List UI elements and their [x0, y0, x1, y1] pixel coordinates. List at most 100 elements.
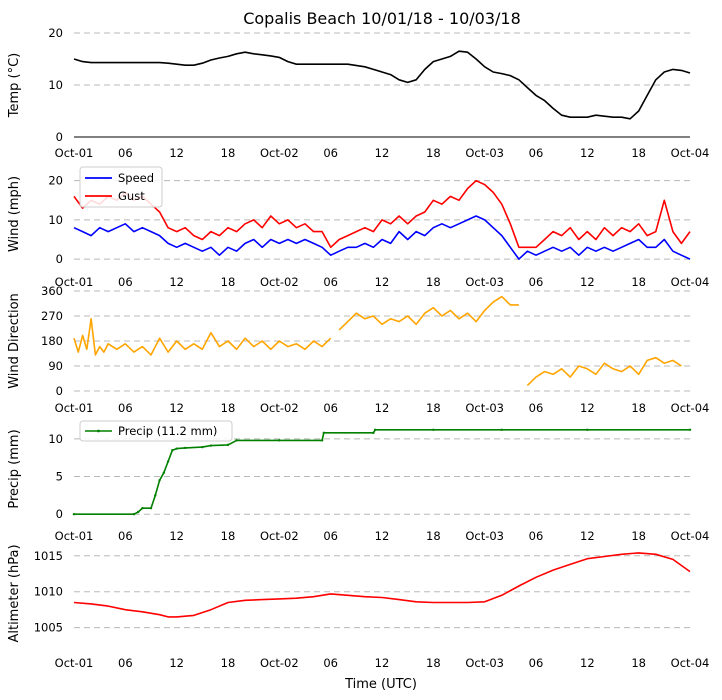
- wind-direction-xtick-label-1: 06: [118, 401, 133, 415]
- wind-ytick-label-0: 0: [56, 252, 63, 266]
- wind-direction-xtick-label-3: 18: [221, 401, 236, 415]
- precip-xtick-label-10: 12: [580, 529, 595, 543]
- altimeter-ytick-label-0: 1005: [34, 621, 63, 635]
- wind-direction-series-0-line-0: [73, 317, 332, 356]
- wind-direction-ytick-label-0: 0: [56, 384, 63, 398]
- temperature-xtick-label-11: 18: [631, 146, 646, 160]
- legend-marker-precip: [97, 429, 100, 433]
- precip-ytick-label-1: 5: [56, 470, 63, 484]
- wind-direction-xtick-label-4: Oct-02: [260, 401, 299, 415]
- wind-direction-xtick-label-5: 06: [323, 401, 338, 415]
- wind-ytick-label-1: 10: [48, 213, 63, 227]
- precip-point-19: [372, 431, 375, 435]
- temperature-ytick-label-0: 0: [56, 130, 63, 144]
- precip-point-2: [136, 510, 140, 514]
- precip-xtick-label-1: 06: [118, 529, 133, 543]
- wind-direction-xtick-label-11: 18: [631, 401, 646, 415]
- wind-xtick-label-6: 12: [375, 275, 390, 289]
- precip-xtick-label-4: Oct-02: [260, 529, 299, 543]
- temperature-xtick-label-3: 18: [221, 146, 236, 160]
- altimeter-xtick-label-1: 06: [118, 656, 133, 670]
- precip-xtick-label-5: 06: [323, 529, 338, 543]
- legend-gust-label: Gust: [118, 189, 145, 203]
- wind-direction-series-0-line-2: [526, 356, 682, 386]
- altimeter-xtick-label-0: Oct-01: [55, 656, 94, 670]
- temperature-xtick-label-9: 06: [529, 146, 544, 160]
- altimeter-xtick-label-12: Oct-04: [671, 656, 710, 670]
- wind-direction-xtick-label-8: Oct-03: [465, 401, 504, 415]
- altimeter-series-0-line: [73, 552, 691, 618]
- temperature-panel: 0 10 20 Oct-01 06 12 18 Oct-02 06 12 18 Oct-03 06 12 1…: [48, 26, 709, 160]
- precip-point-5: [154, 494, 157, 497]
- wind-direction-xtick-label-10: 12: [580, 401, 595, 415]
- wind-xtick-label-7: 18: [426, 275, 441, 289]
- wind-direction-ytick-label-4: 360: [41, 284, 63, 298]
- wind-xtick-label-8: Oct-03: [465, 275, 504, 289]
- precip-point-24: [688, 428, 692, 431]
- wind-xtick-label-2: 12: [169, 275, 184, 289]
- precip-point-13: [209, 444, 213, 447]
- wind-direction-panel: 0 90 180 270 360 Oct-01 06 12 18 Oct-02 06 12 18 Oct-…: [41, 284, 709, 415]
- temperature-xtick-label-7: 18: [426, 146, 441, 160]
- precip-point-14: [226, 443, 230, 447]
- precip-xtick-label-6: 12: [375, 529, 390, 543]
- wind-direction-axis-label: Wind Direction: [7, 293, 22, 389]
- precip-legend-box: [79, 420, 233, 442]
- wind-xtick-label-0: Oct-01: [55, 275, 94, 289]
- temperature-xtick-label-5: 06: [323, 146, 338, 160]
- precip-point-8: [166, 460, 170, 463]
- precip-point-9: [171, 448, 174, 452]
- x-axis-label: Time (UTC): [344, 677, 417, 692]
- plot-panels: 0 10 20 Oct-01 06 12 18 Oct-02 06 12 18 Oct-03 06 12 1…: [34, 26, 710, 670]
- wind-direction-ytick-label-1: 90: [48, 359, 63, 373]
- precip-panel: 0 5 10 Oct-01 06 12 18 Oct-02 06 12 18 Oct-03 06 12 18…: [48, 420, 710, 543]
- precip-point-4: [149, 507, 153, 510]
- precip-xtick-label-12: Oct-04: [671, 529, 710, 543]
- legend-precip-label: Precip (11.2 mm): [118, 424, 217, 438]
- wind-xtick-label-10: 12: [580, 275, 595, 289]
- altimeter-xtick-label-7: 18: [426, 656, 441, 670]
- wind-xtick-label-1: 06: [118, 275, 133, 289]
- temperature-xtick-label-4: Oct-02: [260, 146, 299, 160]
- altimeter-xtick-label-5: 06: [323, 656, 338, 670]
- temperature-ytick-label-1: 10: [48, 78, 63, 92]
- altimeter-xtick-label-3: 18: [221, 656, 236, 670]
- wind-direction-ytick-label-3: 270: [41, 309, 63, 323]
- temperature-ytick-label-2: 20: [48, 26, 63, 40]
- precip-point-3: [141, 507, 144, 510]
- altimeter-panel: 1005 1010 1015 Oct-01 06 12 18 Oct-02 06 12 18 Oct-…: [34, 549, 710, 670]
- precip-xtick-label-11: 18: [631, 529, 646, 543]
- altimeter-xtick-label-2: 12: [169, 656, 184, 670]
- wind-axis-label: Wind (mph): [7, 176, 22, 252]
- altimeter-xtick-label-11: 18: [631, 656, 646, 670]
- precip-ytick-label-0: 0: [56, 507, 63, 521]
- altimeter-xtick-label-9: 06: [529, 656, 544, 670]
- legend-speed-label: Speed: [118, 171, 154, 185]
- wind-direction-xtick-label-2: 12: [169, 401, 184, 415]
- wind-direction-xtick-label-9: 06: [529, 401, 544, 415]
- precip-point-22: [500, 428, 503, 431]
- temperature-xtick-label-12: Oct-04: [671, 146, 710, 160]
- wind-direction-ytick-label-2: 180: [41, 334, 63, 348]
- figure-title: Copalis Beach 10/01/18 - 10/03/18: [243, 9, 521, 28]
- precip-point-7: [162, 471, 166, 474]
- precip-point-1: [132, 513, 136, 516]
- wind-xtick-label-3: 18: [221, 275, 236, 289]
- altimeter-xtick-label-10: 12: [580, 656, 595, 670]
- wind-direction-xtick-label-0: Oct-01: [55, 401, 94, 415]
- temperature-xtick-label-6: 12: [375, 146, 390, 160]
- precip-series-0-line: [74, 428, 690, 516]
- wind-legend-box: [79, 166, 163, 208]
- wind-direction-xtick-label-6: 12: [375, 401, 390, 415]
- wind-series-0-line: [73, 215, 691, 260]
- precip-point-6: [158, 479, 161, 482]
- temperature-xtick-label-10: 12: [580, 146, 595, 160]
- precip-axis-label: Precip (mm): [7, 429, 22, 508]
- wind-direction-series-0-line-1: [338, 295, 519, 331]
- wind-direction-xtick-label-7: 18: [426, 401, 441, 415]
- precip-point-11: [184, 446, 187, 450]
- temp-axis-label: Temp (°C): [7, 53, 22, 119]
- precip-xtick-label-3: 18: [221, 529, 236, 543]
- altimeter-ytick-label-2: 1015: [34, 549, 63, 563]
